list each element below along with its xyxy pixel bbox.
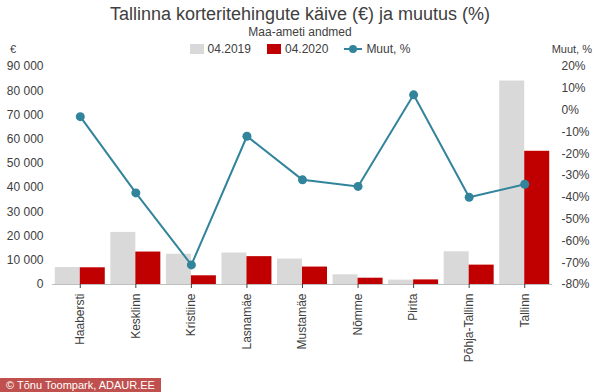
svg-text:-20%: -20% bbox=[562, 147, 590, 161]
svg-text:Lasnamäe: Lasnamäe bbox=[240, 293, 254, 349]
svg-text:-80%: -80% bbox=[562, 277, 590, 291]
svg-text:0: 0 bbox=[37, 277, 44, 291]
svg-text:Haabersti: Haabersti bbox=[73, 294, 87, 345]
svg-text:20 000: 20 000 bbox=[7, 229, 44, 243]
svg-text:Mustamäe: Mustamäe bbox=[295, 293, 309, 349]
html-text:Muut, %: Muut, % bbox=[366, 42, 411, 56]
svg-text:-60%: -60% bbox=[562, 234, 590, 248]
svg-text:70 000: 70 000 bbox=[7, 108, 44, 122]
html-text:Muut, %: Muut, % bbox=[551, 43, 592, 55]
svg-text:90 000: 90 000 bbox=[7, 59, 44, 73]
svg-text:10%: 10% bbox=[562, 81, 586, 95]
html-text:© Tõnu Toompark, ADAUR.EE: © Tõnu Toompark, ADAUR.EE bbox=[6, 379, 155, 391]
html-text:Tallinna korteritehingute käiv: Tallinna korteritehingute käive (€) ja m… bbox=[109, 4, 491, 24]
html-text:Maa-ameti andmed: Maa-ameti andmed bbox=[248, 25, 352, 39]
svg-text:Põhja-Tallinn: Põhja-Tallinn bbox=[462, 294, 476, 363]
html-text:04.2019: 04.2019 bbox=[207, 42, 251, 56]
svg-text:40 000: 40 000 bbox=[7, 180, 44, 194]
svg-text:Tallinn: Tallinn bbox=[518, 294, 532, 328]
svg-text:-70%: -70% bbox=[562, 256, 590, 270]
svg-text:50 000: 50 000 bbox=[7, 156, 44, 170]
svg-text:Kristiine: Kristiine bbox=[184, 293, 198, 336]
svg-text:80 000: 80 000 bbox=[7, 84, 44, 98]
svg-text:-10%: -10% bbox=[562, 125, 590, 139]
svg-text:-40%: -40% bbox=[562, 190, 590, 204]
svg-text:Nõmme: Nõmme bbox=[351, 293, 365, 335]
svg-text:10 000: 10 000 bbox=[7, 253, 44, 267]
svg-text:Kesklinn: Kesklinn bbox=[129, 294, 143, 339]
svg-text:-30%: -30% bbox=[562, 168, 590, 182]
svg-text:0%: 0% bbox=[562, 103, 580, 117]
svg-text:30 000: 30 000 bbox=[7, 205, 44, 219]
svg-text:Pirita: Pirita bbox=[406, 293, 420, 321]
html-text:04.2020: 04.2020 bbox=[285, 42, 329, 56]
svg-text:20%: 20% bbox=[562, 59, 586, 73]
svg-text:-50%: -50% bbox=[562, 212, 590, 226]
svg-text:60 000: 60 000 bbox=[7, 132, 44, 146]
